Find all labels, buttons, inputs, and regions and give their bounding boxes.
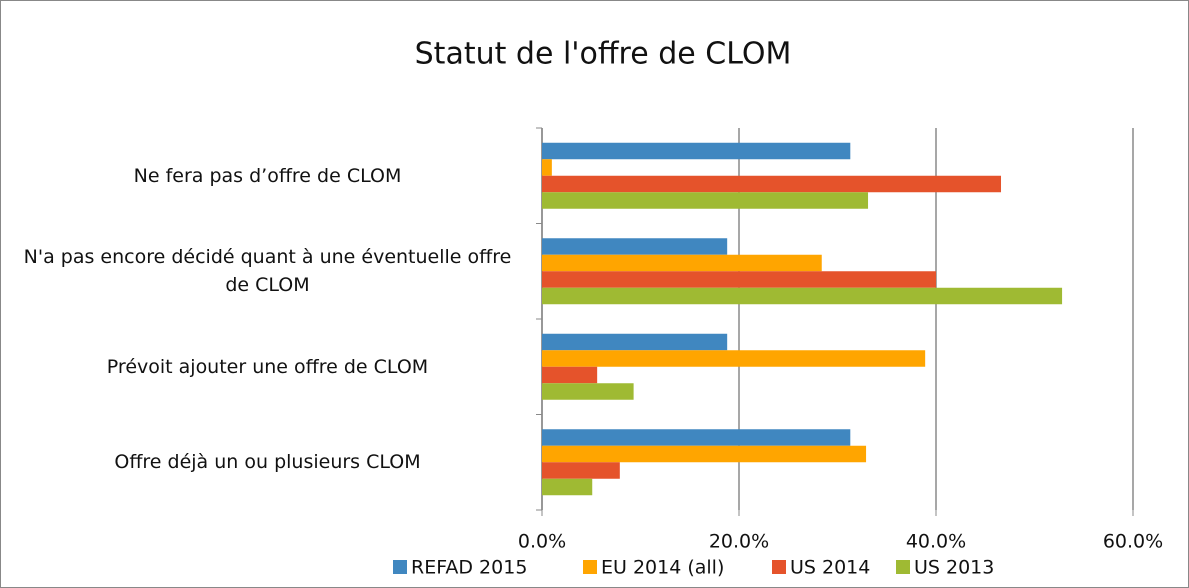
chart-title: Statut de l'offre de CLOM bbox=[415, 37, 792, 72]
bar bbox=[542, 478, 593, 496]
legend-swatch bbox=[772, 560, 786, 574]
bar bbox=[542, 383, 634, 400]
bar bbox=[542, 159, 552, 176]
bar bbox=[542, 142, 851, 160]
bar bbox=[542, 192, 869, 209]
legend-swatch bbox=[896, 560, 910, 574]
bar bbox=[542, 350, 926, 367]
y-tick-label: Prévoit ajouter une offre de CLOM bbox=[106, 355, 429, 378]
x-tick-label: 0.0% bbox=[518, 531, 566, 553]
bar bbox=[542, 366, 598, 384]
bar bbox=[542, 429, 851, 446]
x-tick-label: 40.0% bbox=[906, 531, 966, 553]
y-tick-label: Offre déjà un ou plusieurs CLOM bbox=[114, 451, 421, 474]
bar bbox=[542, 333, 728, 351]
legend-label: EU 2014 (all) bbox=[601, 557, 724, 579]
bar bbox=[542, 462, 620, 479]
bar bbox=[542, 254, 822, 272]
legend-label: US 2013 bbox=[914, 557, 994, 579]
legend-swatch bbox=[583, 560, 597, 574]
legend-label: US 2014 bbox=[790, 557, 870, 579]
bar bbox=[542, 175, 1002, 193]
bar bbox=[542, 238, 728, 255]
legend-swatch bbox=[393, 560, 407, 574]
x-tick-label: 20.0% bbox=[709, 531, 769, 553]
bar bbox=[542, 445, 867, 463]
bar bbox=[542, 287, 1063, 305]
y-tick-label: Ne fera pas d’offre de CLOM bbox=[133, 164, 402, 187]
x-tick-label: 60.0% bbox=[1103, 531, 1163, 553]
bar bbox=[542, 271, 936, 288]
legend-label: REFAD 2015 bbox=[411, 557, 527, 579]
y-tick-label: N'a pas encore décidé quant à une éventu… bbox=[23, 246, 512, 297]
